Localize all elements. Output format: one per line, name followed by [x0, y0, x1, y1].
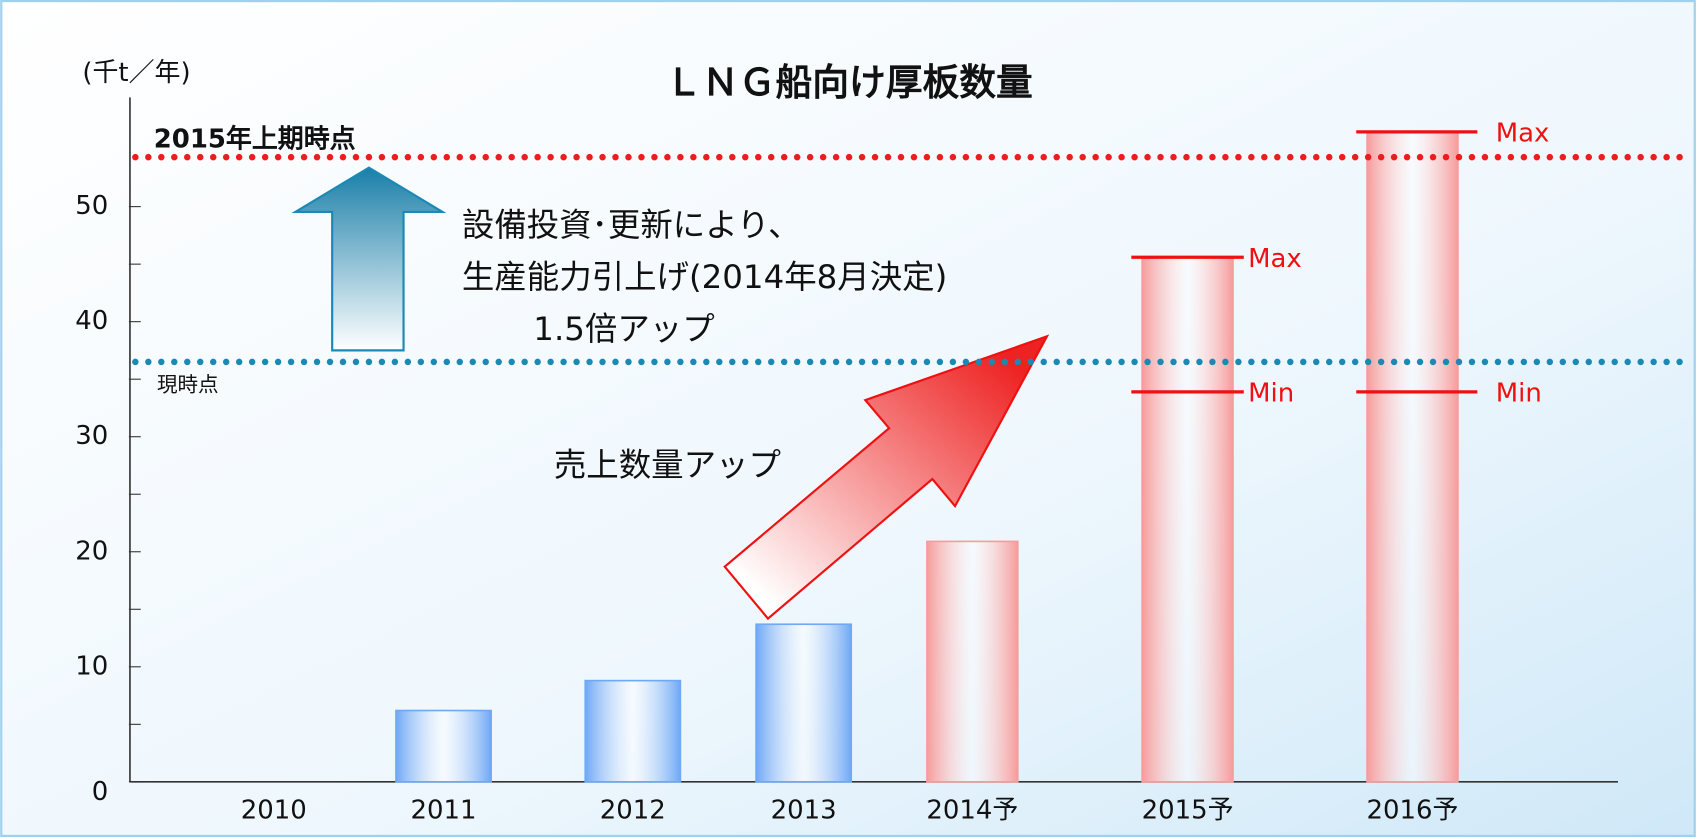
growth-arrow — [723, 334, 1050, 621]
bar — [1366, 131, 1459, 783]
x-tick-label: 2016予 — [1367, 796, 1459, 826]
y-tick-label: 40 — [75, 306, 108, 336]
reference-label: 現時点 — [157, 373, 219, 397]
y-tick-label: 20 — [75, 536, 108, 566]
annotation: 1.5倍アップ — [533, 310, 714, 348]
y-tick-label: 10 — [75, 651, 108, 681]
x-tick-label: 2011 — [411, 796, 477, 826]
max-label: Max — [1248, 244, 1302, 274]
up-arrow — [291, 166, 447, 352]
y-tick-label: 0 — [92, 777, 109, 807]
bar — [395, 709, 492, 783]
x-tick-label: 2014予 — [926, 796, 1018, 826]
annotation: 売上数量アップ — [554, 446, 781, 484]
bar — [584, 679, 682, 783]
annotation: 設備投資･更新により、 — [462, 206, 801, 244]
chart-title: ＬＮＧ船向け厚板数量 — [665, 61, 1033, 104]
x-tick-label: 2012 — [600, 796, 666, 826]
max-label: Max — [1496, 119, 1550, 149]
bar — [1141, 256, 1234, 783]
annotation: 生産能力引上げ(2014年8月決定) — [462, 258, 947, 296]
x-tick-label: 2013 — [771, 796, 837, 826]
y-tick-label: 50 — [75, 191, 108, 221]
y-axis-label: (千t／年) — [82, 58, 190, 88]
bar — [926, 540, 1019, 783]
y-tick-label: 30 — [75, 421, 108, 451]
x-tick-label: 2010 — [241, 796, 307, 826]
x-tick-label: 2015予 — [1142, 796, 1234, 826]
min-label: Min — [1248, 379, 1294, 409]
min-label: Min — [1496, 379, 1542, 409]
bar — [755, 623, 853, 783]
reference-label: 2015年上期時点 — [154, 123, 356, 154]
